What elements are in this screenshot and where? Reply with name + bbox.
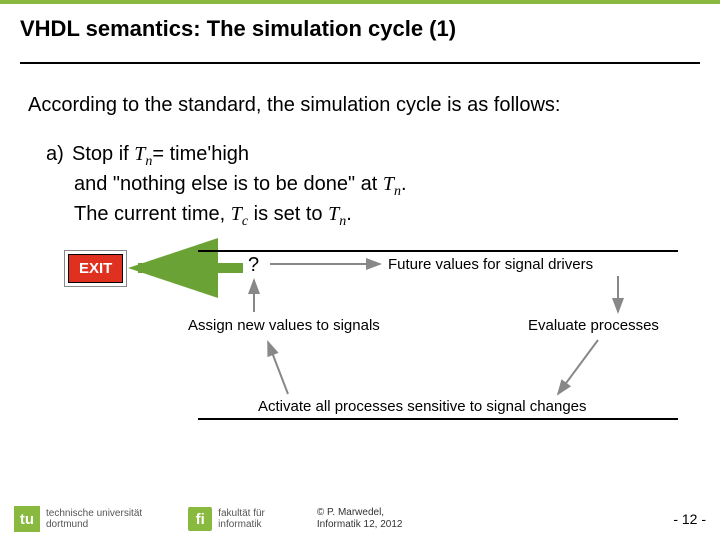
var-tn2-sub: n xyxy=(394,184,401,199)
step-l2b: . xyxy=(401,173,407,195)
var-tc: T xyxy=(231,203,242,225)
cycle-diagram: EXIT ? Future values for signal drivers … xyxy=(68,250,672,430)
var-tn2: T xyxy=(383,173,394,195)
var-tn: T xyxy=(134,143,145,165)
copy-line2: Informatik 12, 2012 xyxy=(317,519,403,531)
page-title: VHDL semantics: The simulation cycle (1) xyxy=(20,16,700,42)
step-label: a) xyxy=(46,141,72,167)
footer: tu technische universität dortmund fi fa… xyxy=(0,498,720,540)
step-l1a: Stop if xyxy=(72,143,134,165)
step-l2a: and "nothing else is to be done" at xyxy=(74,173,383,195)
step-l3b: is set to xyxy=(248,203,328,225)
tu-logo: tu technische universität dortmund xyxy=(14,506,142,532)
step-l1b: = time'high xyxy=(152,143,249,165)
tu-icon: tu xyxy=(14,506,40,532)
copyright: © P. Marwedel, Informatik 12, 2012 xyxy=(317,507,403,531)
body: According to the standard, the simulatio… xyxy=(0,64,720,430)
step-l3a: The current time, xyxy=(74,203,231,225)
title-area: VHDL semantics: The simulation cycle (1) xyxy=(0,4,720,52)
uni-name: technische universität dortmund xyxy=(46,508,142,530)
cycle-arrows xyxy=(198,252,678,422)
uni-line1: technische universität xyxy=(46,508,142,519)
cycle-frame: ? Future values for signal drivers Assig… xyxy=(198,250,678,420)
step-l3c: . xyxy=(346,203,352,225)
uni-line2: dortmund xyxy=(46,519,142,530)
fak-line2: informatik xyxy=(218,519,265,530)
fak-line1: fakultät für xyxy=(218,508,265,519)
copy-line1: © P. Marwedel, xyxy=(317,507,403,519)
page-number: - 12 - xyxy=(673,511,706,527)
exit-box: EXIT xyxy=(68,254,123,283)
var-tn3: T xyxy=(328,203,339,225)
fi-icon: fi xyxy=(188,507,212,531)
step-a: a)Stop if Tn = time'high and "nothing els… xyxy=(28,141,692,232)
fi-logo: fi fakultät für informatik xyxy=(188,507,265,531)
faculty-name: fakultät für informatik xyxy=(218,508,265,530)
intro-text: According to the standard, the simulatio… xyxy=(28,94,692,117)
